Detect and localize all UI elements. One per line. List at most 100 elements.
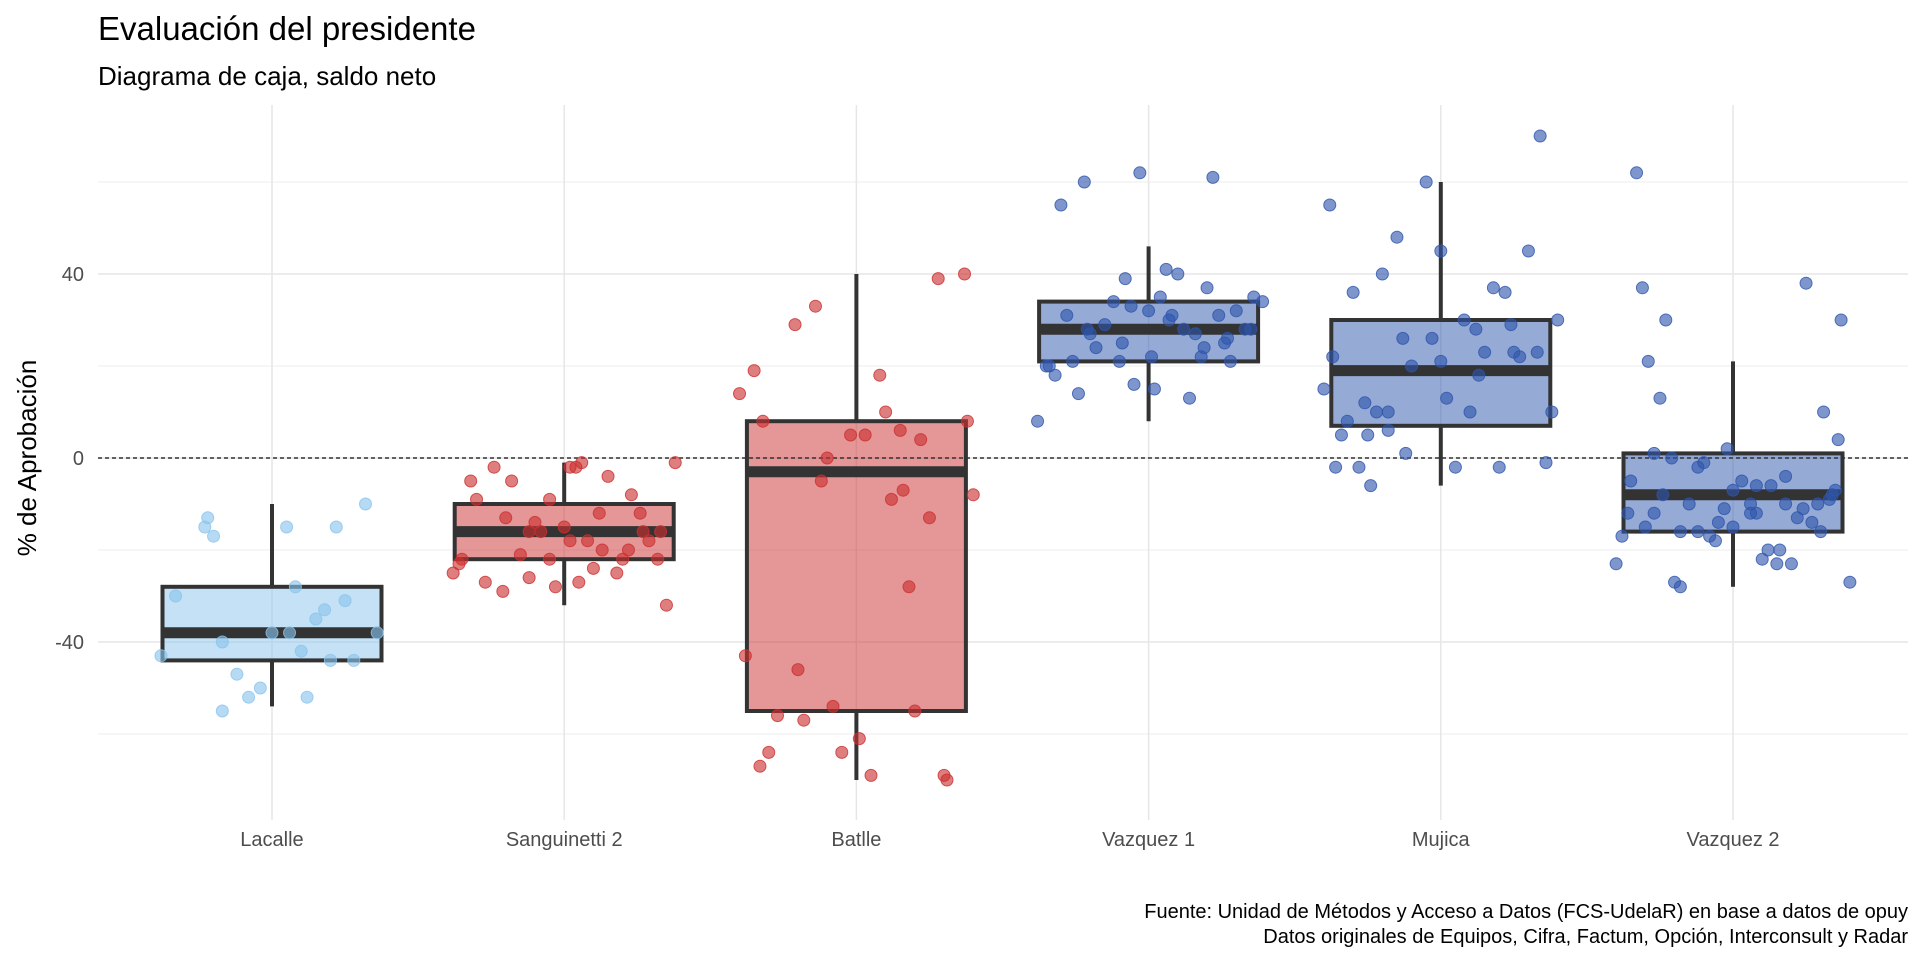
data-point [1419, 175, 1433, 189]
data-point [908, 704, 922, 718]
data-point [499, 511, 513, 525]
data-point [1326, 350, 1340, 364]
x-tick-label: Vazquez 1 [1102, 829, 1195, 851]
data-point [1659, 313, 1673, 327]
data-point [1764, 479, 1778, 493]
chart-title: Evaluación del presidente [98, 10, 476, 47]
data-point [1773, 543, 1787, 557]
data-point [1048, 368, 1062, 382]
data-point [253, 681, 267, 695]
data-point [738, 649, 752, 663]
data-point [654, 525, 668, 539]
data-point [1317, 382, 1331, 396]
data-point [522, 525, 536, 539]
data-point [1212, 308, 1226, 322]
data-point [879, 405, 893, 419]
data-point [1162, 313, 1176, 327]
data-point [1127, 377, 1141, 391]
data-point [844, 428, 858, 442]
data-point [1641, 354, 1655, 368]
data-point [557, 520, 571, 534]
data-point [359, 497, 373, 511]
data-point [543, 552, 557, 566]
data-point [1843, 575, 1857, 589]
data-point [858, 428, 872, 442]
data-point [624, 488, 638, 502]
data-point [753, 759, 767, 773]
data-point [1708, 534, 1722, 548]
data-point [288, 580, 302, 594]
y-tick-label: 40 [62, 264, 84, 286]
data-point [1513, 350, 1527, 364]
data-point [1080, 322, 1094, 336]
data-point [1183, 391, 1197, 405]
data-point [1624, 474, 1638, 488]
data-point [1159, 262, 1173, 276]
data-point [616, 552, 630, 566]
data-point [733, 387, 747, 401]
data-point [1352, 460, 1366, 474]
data-point [1463, 405, 1477, 419]
data-point [642, 534, 656, 548]
data-point [522, 571, 536, 585]
data-point [1653, 391, 1667, 405]
data-point [864, 768, 878, 782]
data-point [1682, 497, 1696, 511]
data-point [1334, 428, 1348, 442]
data-point [820, 451, 834, 465]
data-point [1405, 359, 1419, 373]
data-point [347, 653, 361, 667]
data-point [283, 626, 297, 640]
data-point [896, 483, 910, 497]
data-point [1825, 488, 1839, 502]
data-point [1390, 230, 1404, 244]
data-point [207, 529, 221, 543]
data-point [922, 511, 936, 525]
data-point [1609, 557, 1623, 571]
data-point [1142, 304, 1156, 318]
data-point [1834, 313, 1848, 327]
data-point [329, 520, 343, 534]
data-point [1118, 272, 1132, 286]
data-point [1638, 520, 1652, 534]
data-point [1551, 313, 1565, 327]
data-point [1691, 460, 1705, 474]
data-point [1364, 479, 1378, 493]
y-tick-label: 0 [73, 448, 84, 470]
data-point [1060, 308, 1074, 322]
data-point [1177, 322, 1191, 336]
data-point [1799, 276, 1813, 290]
y-tick-label: -40 [55, 632, 84, 654]
data-point [309, 612, 323, 626]
caption-source: Fuente: Unidad de Métodos y Acceso a Dat… [1144, 901, 1908, 923]
data-point [902, 580, 916, 594]
data-point [1545, 405, 1559, 419]
data-point [1805, 515, 1819, 529]
data-point [300, 690, 314, 704]
data-point [1107, 295, 1121, 309]
data-point [1735, 474, 1749, 488]
data-point [452, 557, 466, 571]
data-point [548, 580, 562, 594]
data-point [487, 460, 501, 474]
data-point [1206, 170, 1220, 184]
data-point [1486, 281, 1500, 295]
data-point [668, 456, 682, 470]
data-point [1042, 359, 1056, 373]
data-point [636, 525, 650, 539]
data-point [621, 543, 635, 557]
data-point [586, 561, 600, 575]
x-axis-ticks: Lacalle Sanguinetti 2 Batlle Vazquez 1 Mujic… [240, 829, 1779, 851]
data-point [215, 635, 229, 649]
data-point [1071, 387, 1085, 401]
data-point [960, 414, 974, 428]
data-point [1469, 322, 1483, 336]
data-point [1425, 331, 1439, 345]
data-point [1761, 543, 1775, 557]
data-point [1188, 327, 1202, 341]
data-point [1533, 129, 1547, 143]
data-point [1726, 520, 1740, 534]
caption-data-origin: Datos originales de Equipos, Cifra, Fact… [1263, 926, 1908, 948]
data-point [610, 566, 624, 580]
data-point [1147, 382, 1161, 396]
